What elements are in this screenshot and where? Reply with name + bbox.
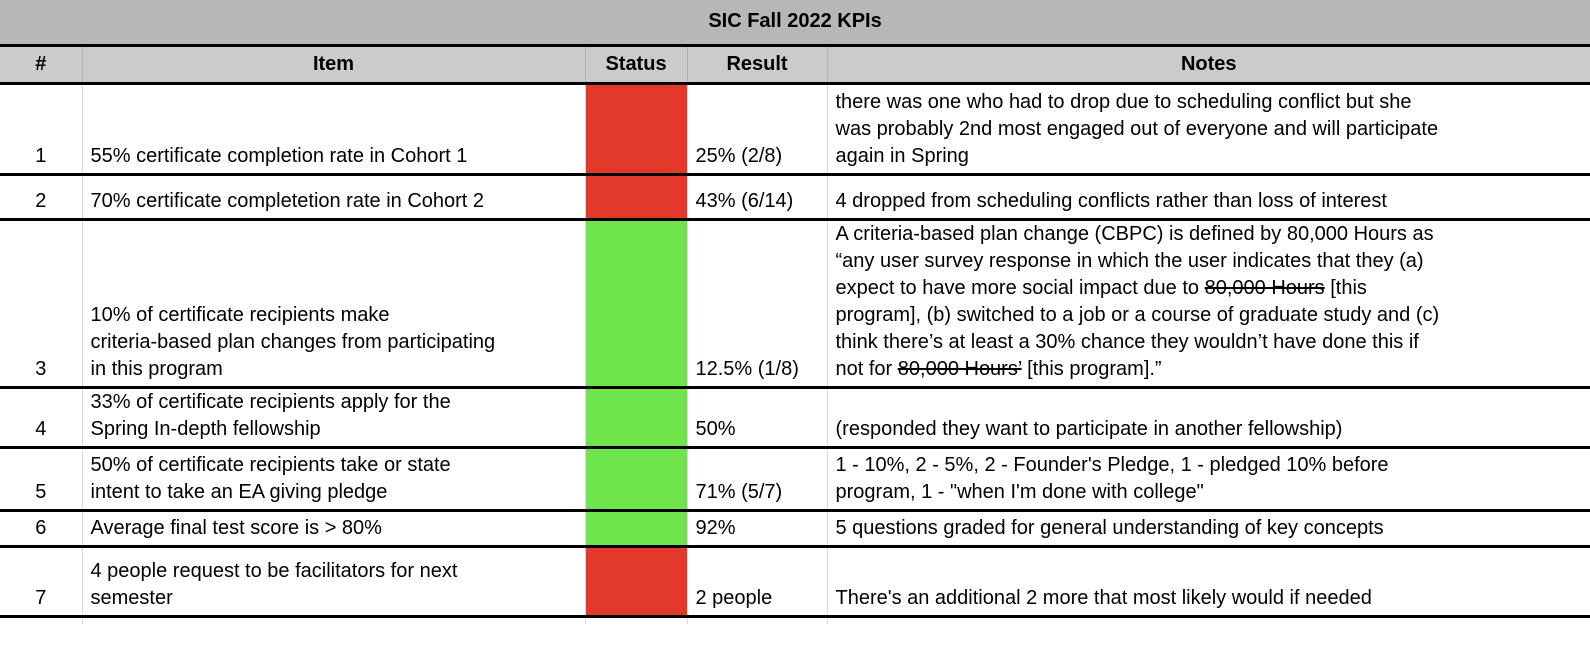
- status-cell[interactable]: [585, 546, 688, 618]
- empty-cell[interactable]: [0, 616, 83, 624]
- col-header-notes[interactable]: Notes: [827, 45, 1590, 85]
- sheet-title: SIC Fall 2022 KPIs: [0, 0, 1590, 47]
- item-cell[interactable]: 70% certificate completetion rate in Coh…: [82, 174, 586, 221]
- text-segment: [this: [1324, 276, 1367, 299]
- table-row: 3 10% of certificate recipients make crite…: [0, 219, 1590, 389]
- notes-cell[interactable]: (responded they want to participate in a…: [827, 387, 1590, 449]
- empty-cell[interactable]: [827, 616, 1590, 624]
- row-number-cell[interactable]: 4: [0, 387, 83, 449]
- header-row: # Item Status Result Notes: [0, 45, 1590, 85]
- row-number-cell[interactable]: 2: [0, 174, 83, 221]
- table-row: 5 50% of certificate recipients take or s…: [0, 447, 1590, 512]
- kpi-table: SIC Fall 2022 KPIs # Item Status Result …: [0, 0, 1590, 624]
- col-header-status[interactable]: Status: [585, 45, 688, 85]
- item-cell[interactable]: 10% of certificate recipients make criter…: [82, 219, 586, 389]
- status-cell[interactable]: [585, 83, 688, 176]
- empty-cell[interactable]: [82, 616, 586, 624]
- result-cell[interactable]: 92%: [687, 510, 828, 548]
- strikethrough-text: 80,000 Hours: [1204, 276, 1325, 299]
- status-cell[interactable]: [585, 447, 688, 512]
- partial-empty-row: [0, 616, 1590, 624]
- empty-cell[interactable]: [687, 616, 828, 624]
- status-cell[interactable]: [585, 219, 688, 389]
- row-number-cell[interactable]: 5: [0, 447, 83, 512]
- status-cell[interactable]: [585, 510, 688, 548]
- result-cell[interactable]: 71% (5/7): [687, 447, 828, 512]
- col-header-result[interactable]: Result: [687, 45, 828, 85]
- notes-cell[interactable]: 4 dropped from scheduling conflicts rath…: [827, 174, 1590, 221]
- text-segment: [this program].”: [1021, 357, 1162, 380]
- item-cell[interactable]: 33% of certificate recipients apply for …: [82, 387, 586, 449]
- table-row: 1 55% certificate completion rate in Coho…: [0, 83, 1590, 176]
- row-number-cell[interactable]: 1: [0, 83, 83, 176]
- row-number-cell[interactable]: 3: [0, 219, 83, 389]
- empty-cell[interactable]: [585, 616, 688, 624]
- notes-cell[interactable]: There's an additional 2 more that most l…: [827, 546, 1590, 618]
- row-number-cell[interactable]: 7: [0, 546, 83, 618]
- result-cell[interactable]: 25% (2/8): [687, 83, 828, 176]
- result-cell[interactable]: 2 people: [687, 546, 828, 618]
- kpi-table-body: 1 55% certificate completion rate in Coho…: [0, 83, 1590, 624]
- notes-cell[interactable]: 1 - 10%, 2 - 5%, 2 - Founder's Pledge, 1…: [827, 447, 1590, 512]
- notes-cell[interactable]: 5 questions graded for general understan…: [827, 510, 1590, 548]
- result-cell[interactable]: 43% (6/14): [687, 174, 828, 221]
- status-cell[interactable]: [585, 174, 688, 221]
- title-row: SIC Fall 2022 KPIs: [0, 0, 1590, 47]
- text-segment: expect to have more social impact due to: [835, 276, 1205, 299]
- result-cell[interactable]: 50%: [687, 387, 828, 449]
- table-row: 4 33% of certificate recipients apply for…: [0, 387, 1590, 449]
- notes-cell[interactable]: there was one who had to drop due to sch…: [827, 83, 1590, 176]
- text-segment: not for: [835, 357, 898, 380]
- strikethrough-text: 80,000 Hours’: [897, 357, 1022, 380]
- result-cell[interactable]: 12.5% (1/8): [687, 219, 828, 389]
- status-cell[interactable]: [585, 387, 688, 449]
- item-cell[interactable]: Average final test score is > 80%: [82, 510, 586, 548]
- item-cell[interactable]: 55% certificate completion rate in Cohor…: [82, 83, 586, 176]
- table-row: 6 Average final test score is > 80% 92% 5 q…: [0, 510, 1590, 548]
- notes-cell[interactable]: A criteria-based plan change (CBPC) is d…: [827, 219, 1590, 389]
- item-cell[interactable]: 4 people request to be facilitators for …: [82, 546, 586, 618]
- table-row: 2 70% certificate completetion rate in Co…: [0, 174, 1590, 221]
- item-cell[interactable]: 50% of certificate recipients take or st…: [82, 447, 586, 512]
- col-header-item[interactable]: Item: [82, 45, 586, 85]
- row-number-cell[interactable]: 6: [0, 510, 83, 548]
- col-header-num[interactable]: #: [0, 45, 83, 85]
